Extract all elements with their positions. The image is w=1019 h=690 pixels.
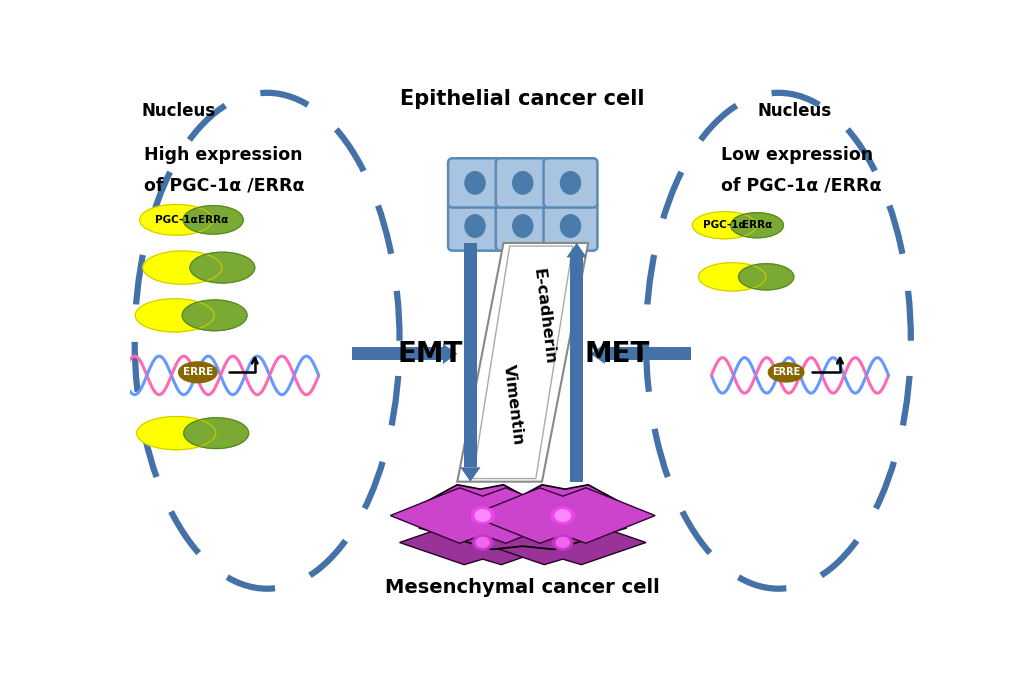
Polygon shape — [488, 485, 642, 543]
Ellipse shape — [140, 204, 213, 235]
Ellipse shape — [472, 535, 492, 550]
Ellipse shape — [698, 263, 765, 291]
Polygon shape — [442, 344, 457, 364]
FancyBboxPatch shape — [495, 158, 549, 208]
Text: Nucleus: Nucleus — [757, 102, 830, 120]
FancyBboxPatch shape — [543, 158, 597, 208]
Ellipse shape — [692, 212, 756, 239]
Text: PGC-1α: PGC-1α — [702, 220, 745, 230]
Ellipse shape — [559, 172, 580, 194]
Ellipse shape — [550, 507, 574, 524]
Polygon shape — [464, 243, 477, 467]
Polygon shape — [460, 467, 480, 482]
Ellipse shape — [183, 417, 249, 448]
Text: EMT: EMT — [397, 340, 463, 368]
Polygon shape — [570, 257, 583, 482]
Polygon shape — [352, 347, 442, 360]
Ellipse shape — [559, 215, 580, 237]
FancyBboxPatch shape — [543, 201, 597, 250]
Polygon shape — [390, 488, 575, 543]
Ellipse shape — [767, 363, 803, 382]
Polygon shape — [419, 506, 626, 549]
Polygon shape — [472, 246, 573, 479]
Ellipse shape — [471, 507, 494, 524]
Ellipse shape — [178, 362, 217, 383]
Ellipse shape — [465, 172, 485, 194]
Text: MET: MET — [584, 340, 649, 368]
Ellipse shape — [475, 510, 490, 522]
FancyBboxPatch shape — [495, 201, 549, 250]
Ellipse shape — [513, 172, 532, 194]
Text: Mesenchymal cancer cell: Mesenchymal cancer cell — [385, 578, 659, 597]
Ellipse shape — [730, 213, 783, 238]
Ellipse shape — [476, 538, 489, 547]
Text: ERRE: ERRE — [182, 367, 213, 377]
Text: ERRα: ERRα — [741, 220, 771, 230]
Ellipse shape — [554, 510, 570, 522]
Polygon shape — [479, 520, 645, 564]
Text: PGC-1α: PGC-1α — [155, 215, 198, 225]
Text: Nucleus: Nucleus — [142, 102, 215, 120]
Polygon shape — [566, 243, 586, 257]
Ellipse shape — [136, 299, 214, 332]
Polygon shape — [604, 347, 690, 360]
Ellipse shape — [137, 417, 216, 450]
Ellipse shape — [465, 215, 485, 237]
Text: of PGC-1α /ERRα: of PGC-1α /ERRα — [144, 177, 304, 195]
Text: Low expression: Low expression — [720, 146, 872, 164]
Text: ERRα: ERRα — [198, 215, 228, 225]
Polygon shape — [399, 520, 566, 564]
Ellipse shape — [182, 300, 247, 331]
Ellipse shape — [555, 538, 569, 547]
Ellipse shape — [143, 251, 222, 284]
Polygon shape — [590, 344, 604, 364]
Polygon shape — [457, 243, 588, 482]
Text: High expression: High expression — [144, 146, 302, 164]
Ellipse shape — [190, 253, 255, 283]
Ellipse shape — [183, 206, 243, 234]
Ellipse shape — [552, 535, 573, 550]
Text: of PGC-1α /ERRα: of PGC-1α /ERRα — [720, 177, 881, 195]
Text: Vimentin: Vimentin — [500, 364, 526, 446]
FancyBboxPatch shape — [447, 158, 501, 208]
Text: Epithelial cancer cell: Epithelial cancer cell — [400, 89, 644, 109]
Ellipse shape — [513, 215, 532, 237]
Ellipse shape — [738, 264, 793, 290]
Text: E-cadherin: E-cadherin — [531, 267, 557, 365]
Polygon shape — [470, 488, 654, 543]
Polygon shape — [403, 485, 556, 543]
Text: ERRE: ERRE — [771, 367, 800, 377]
FancyBboxPatch shape — [447, 201, 501, 250]
